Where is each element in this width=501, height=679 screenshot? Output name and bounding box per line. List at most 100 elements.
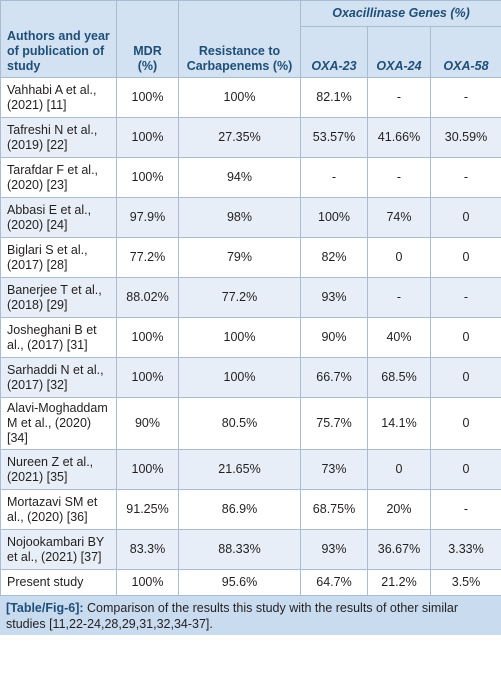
table-cell: - — [367, 277, 431, 318]
table-cell: 0 — [367, 449, 431, 490]
table-cell: 100% — [116, 317, 179, 358]
table-cell: Vahhabi A et al., (2021) [11] — [0, 77, 117, 118]
table-cell: 79% — [178, 237, 301, 278]
table-cell: 82.1% — [300, 77, 368, 118]
table-cell: 93% — [300, 529, 368, 570]
table-cell: Mortazavi SM et al., (2020) [36] — [0, 489, 117, 530]
table-cell: 64.7% — [300, 569, 368, 596]
table-cell: 53.57% — [300, 117, 368, 158]
table-cell: 95.6% — [178, 569, 301, 596]
table-cell: 68.75% — [300, 489, 368, 530]
table-cell: 100% — [178, 357, 301, 398]
table-cell: 3.33% — [430, 529, 501, 570]
caption-text: Comparison of the results this study wit… — [6, 601, 459, 631]
table-cell: Tarafdar F et al., (2020) [23] — [0, 157, 117, 198]
table-cell: 40% — [367, 317, 431, 358]
table-cell: - — [430, 77, 501, 118]
table-cell: 0 — [430, 197, 501, 238]
table-cell: 68.5% — [367, 357, 431, 398]
table-row: Present study 100% 95.6% 64.7% 21.2% 3.5% — [0, 569, 501, 596]
table-cell: Nureen Z et al., (2021) [35] — [0, 449, 117, 490]
table-cell: 74% — [367, 197, 431, 238]
table-cell: - — [367, 157, 431, 198]
table-cell: 100% — [300, 197, 368, 238]
table-cell: Alavi-Moghaddam M et al., (2020) [34] — [0, 397, 117, 450]
table-cell: 100% — [178, 317, 301, 358]
table-cell: 0 — [430, 449, 501, 490]
table-cell: - — [430, 157, 501, 198]
table-cell: 21.2% — [367, 569, 431, 596]
header-cell: Authors and year of publication of study — [0, 0, 117, 78]
table-cell: 20% — [367, 489, 431, 530]
table-cell: 90% — [300, 317, 368, 358]
header-cell: OXA-58 — [430, 26, 501, 78]
table-cell: 100% — [116, 569, 179, 596]
table-cell: 66.7% — [300, 357, 368, 398]
table-cell: 86.9% — [178, 489, 301, 530]
table-cell: Nojookambari BY et al., (2021) [37] — [0, 529, 117, 570]
table-cell: 100% — [178, 77, 301, 118]
table-cell: 93% — [300, 277, 368, 318]
table-cell: 77.2% — [116, 237, 179, 278]
header-cell: Resistance to Carbapenems (%) — [178, 0, 301, 78]
table-cell: 100% — [116, 117, 179, 158]
header-cell: MDR (%) — [116, 0, 179, 78]
table-row: Josheghani B et al., (2017) [31] 100% 100%… — [0, 317, 501, 358]
table-cell: 36.67% — [367, 529, 431, 570]
table-cell: 0 — [367, 237, 431, 278]
table-row: Tarafdar F et al., (2020) [23] 100% 94% - - - — [0, 157, 501, 198]
table-cell: Sarhaddi N et al., (2017) [32] — [0, 357, 117, 398]
caption: [Table/Fig-6]: Comparison of the results… — [0, 596, 501, 635]
table-cell: - — [430, 277, 501, 318]
table-cell: 100% — [116, 449, 179, 490]
table-row: Biglari S et al., (2017) [28] 77.2% 79% 82%… — [0, 237, 501, 278]
table-row: Tafreshi N et al., (2019) [22] 100% 27.35%… — [0, 117, 501, 158]
table-cell: 88.33% — [178, 529, 301, 570]
table-cell: 83.3% — [116, 529, 179, 570]
table-cell: 77.2% — [178, 277, 301, 318]
table-cell: 80.5% — [178, 397, 301, 450]
table-row: Mortazavi SM et al., (2020) [36] 91.25% 86… — [0, 489, 501, 530]
results-table: Authors and year of publication of study… — [0, 0, 501, 596]
table-cell: 21.65% — [178, 449, 301, 490]
table-cell: 14.1% — [367, 397, 431, 450]
table-cell: 73% — [300, 449, 368, 490]
table-cell: Biglari S et al., (2017) [28] — [0, 237, 117, 278]
table-cell: 100% — [116, 77, 179, 118]
table-row: Alavi-Moghaddam M et al., (2020) [34] 90%… — [0, 397, 501, 450]
caption-label: [Table/Fig-6]: — [6, 601, 84, 615]
table-row: Nojookambari BY et al., (2021) [37] 83.3%… — [0, 529, 501, 570]
table-body: Vahhabi A et al., (2021) [11] 100% 100% 82.… — [0, 77, 501, 596]
table-cell: 91.25% — [116, 489, 179, 530]
table-cell: 0 — [430, 237, 501, 278]
table-cell: 0 — [430, 357, 501, 398]
table-cell: Josheghani B et al., (2017) [31] — [0, 317, 117, 358]
table-cell: 82% — [300, 237, 368, 278]
table-cell: 3.5% — [430, 569, 501, 596]
table-cell: 97.9% — [116, 197, 179, 238]
table-cell: 94% — [178, 157, 301, 198]
table-cell: 100% — [116, 157, 179, 198]
table-cell: - — [430, 489, 501, 530]
header-cell: OXA-24 — [367, 26, 431, 78]
table-cell: 88.02% — [116, 277, 179, 318]
table-row: Banerjee T et al., (2018) [29] 88.02% 77.2… — [0, 277, 501, 318]
table-cell: Banerjee T et al., (2018) [29] — [0, 277, 117, 318]
table-cell: 98% — [178, 197, 301, 238]
table-row: Abbasi E et al., (2020) [24] 97.9% 98% 100%… — [0, 197, 501, 238]
table-cell: 75.7% — [300, 397, 368, 450]
table-cell: - — [367, 77, 431, 118]
table-cell: 0 — [430, 317, 501, 358]
table-row: Nureen Z et al., (2021) [35] 100% 21.65% 73… — [0, 449, 501, 490]
table-cell: Tafreshi N et al., (2019) [22] — [0, 117, 117, 158]
table-cell: 90% — [116, 397, 179, 450]
table-cell: 100% — [116, 357, 179, 398]
table-cell: 27.35% — [178, 117, 301, 158]
table-cell: 0 — [430, 397, 501, 450]
table-cell: 41.66% — [367, 117, 431, 158]
table-row: Sarhaddi N et al., (2017) [32] 100% 100% 66… — [0, 357, 501, 398]
header-cell: Oxacillinase Genes (%) — [300, 0, 501, 27]
table-cell: Present study — [0, 569, 117, 596]
table-row: Vahhabi A et al., (2021) [11] 100% 100% 82.… — [0, 77, 501, 118]
table-cell: 30.59% — [430, 117, 501, 158]
